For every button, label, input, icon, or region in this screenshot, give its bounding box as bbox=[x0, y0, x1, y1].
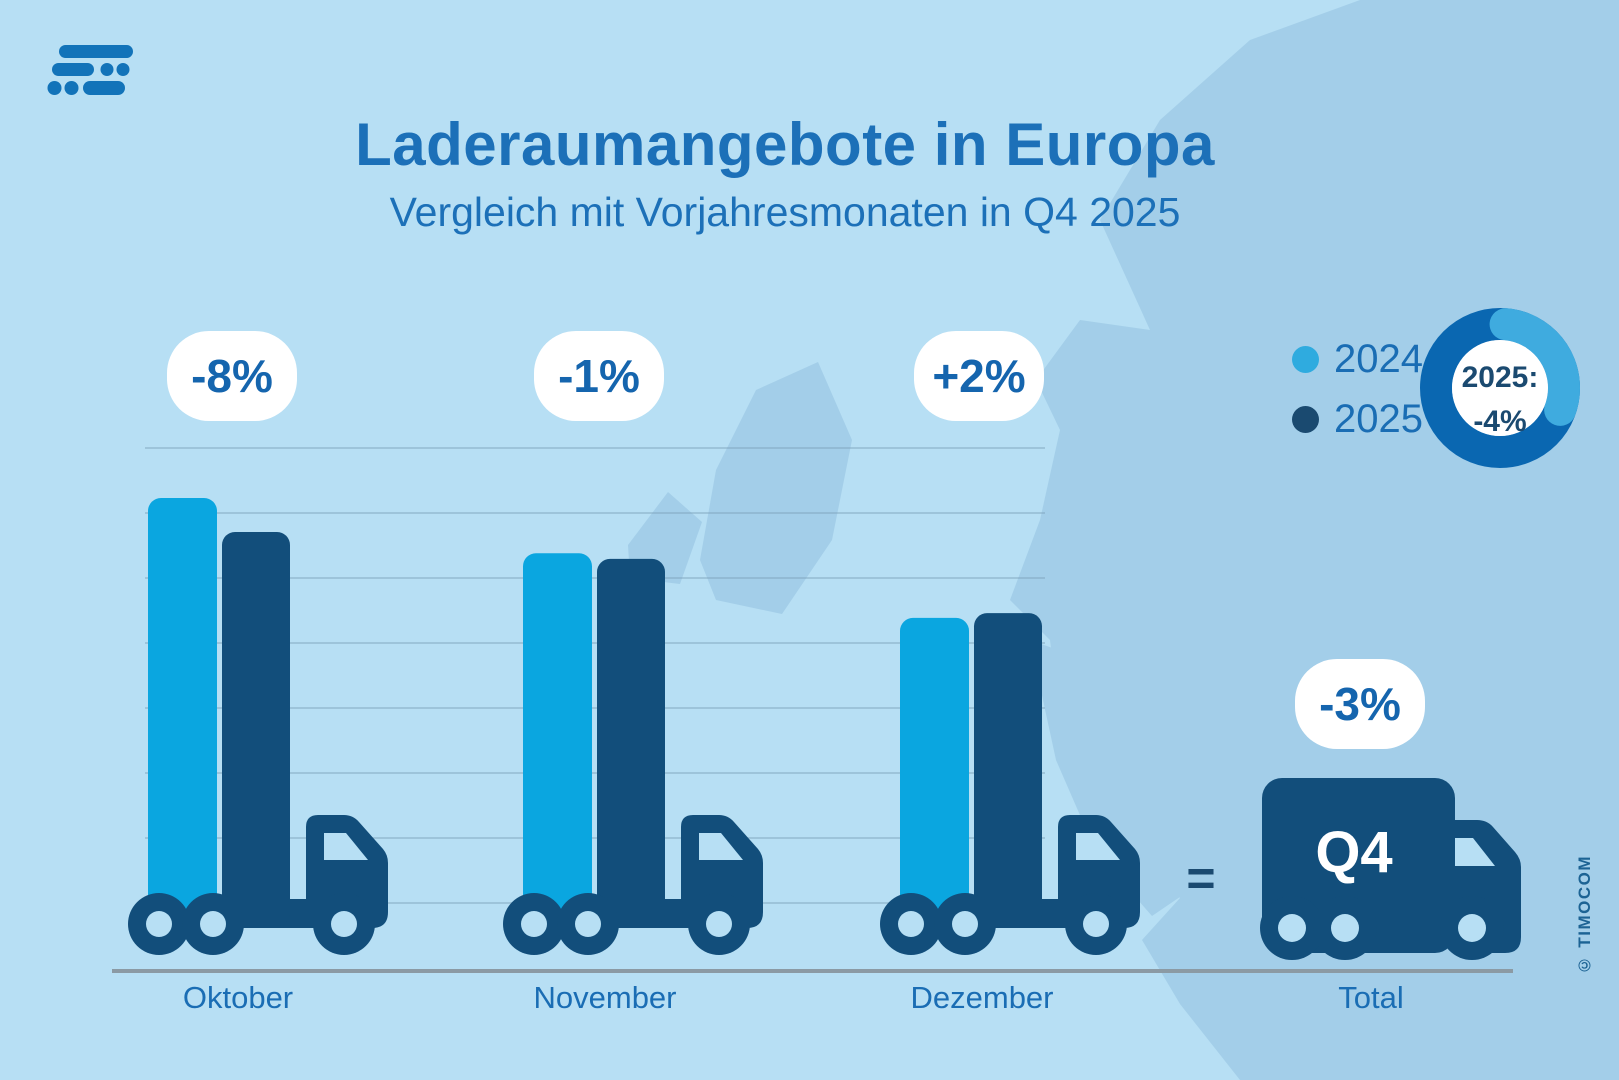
x-axis-label-oktober: Oktober bbox=[182, 980, 294, 1015]
change-badge-november: -1% bbox=[534, 331, 664, 421]
donut-center-label: 2025: -4% bbox=[1425, 356, 1575, 444]
q4-truck-label: Q4 bbox=[1315, 820, 1392, 885]
legend: 2024 2025 bbox=[1292, 336, 1423, 456]
x-axis-label-november: November bbox=[533, 980, 677, 1015]
legend-item-2025: 2025 bbox=[1292, 396, 1423, 443]
legend-dot-2024 bbox=[1292, 346, 1319, 373]
equals-sign: = bbox=[1186, 850, 1216, 906]
x-axis-label-total: Total bbox=[1338, 980, 1404, 1015]
change-badge-oktober: -8% bbox=[167, 331, 297, 421]
change-badge-dezember: +2% bbox=[914, 331, 1044, 421]
donut-label-line2: -4% bbox=[1473, 405, 1527, 438]
legend-dot-2025 bbox=[1292, 406, 1319, 433]
x-axis-label-dezember: Dezember bbox=[910, 980, 1054, 1015]
copyright-text: © TIMOCOM bbox=[1575, 854, 1594, 974]
legend-item-2024: 2024 bbox=[1292, 336, 1423, 383]
donut-label-line1: 2025: bbox=[1461, 361, 1539, 394]
page-subtitle: Vergleich mit Vorjahresmonaten in Q4 202… bbox=[389, 189, 1181, 235]
legend-label-2025: 2025 bbox=[1334, 397, 1423, 441]
total-change-badge: -3% bbox=[1295, 659, 1425, 749]
timocom-logo bbox=[47, 45, 133, 95]
legend-label-2024: 2024 bbox=[1334, 337, 1423, 381]
page-title: Laderaumangebote in Europa bbox=[355, 111, 1215, 178]
